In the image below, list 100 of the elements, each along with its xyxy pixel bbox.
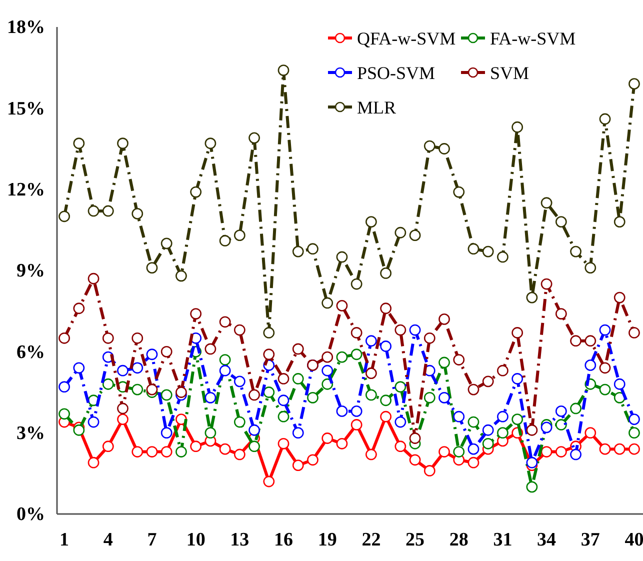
point xyxy=(394,440,406,452)
point xyxy=(365,216,377,228)
x-tick-label: 7 xyxy=(147,529,158,550)
point xyxy=(190,308,202,320)
point xyxy=(176,414,187,425)
point xyxy=(350,348,362,360)
x-tick-label: 4 xyxy=(103,529,114,550)
legend-label: FA-w-SVM xyxy=(490,28,576,48)
point xyxy=(263,327,275,338)
point xyxy=(190,440,202,452)
point xyxy=(234,448,246,460)
point xyxy=(438,356,450,368)
point xyxy=(482,438,494,450)
point xyxy=(292,427,304,439)
point xyxy=(394,324,406,336)
point xyxy=(540,422,552,434)
point xyxy=(146,446,158,458)
point xyxy=(58,210,70,222)
point xyxy=(468,443,480,455)
point xyxy=(438,446,450,458)
point xyxy=(424,392,436,404)
point xyxy=(350,419,362,430)
point xyxy=(584,360,596,371)
point xyxy=(117,402,128,414)
point xyxy=(350,327,362,338)
point xyxy=(73,362,85,374)
x-tick-label: 16 xyxy=(274,529,294,550)
point xyxy=(526,456,538,468)
point xyxy=(88,456,100,468)
point xyxy=(497,427,508,439)
point xyxy=(614,392,626,404)
point xyxy=(132,446,144,458)
point xyxy=(132,384,144,396)
point xyxy=(365,335,377,347)
x-tick-label: 13 xyxy=(230,529,250,550)
y-tick-label: 12% xyxy=(7,179,45,200)
x-tick-label: 1 xyxy=(60,529,70,550)
point xyxy=(365,368,377,379)
y-tick-label: 3% xyxy=(16,422,45,444)
point xyxy=(350,278,362,290)
point xyxy=(58,332,70,344)
point xyxy=(599,443,611,455)
point xyxy=(160,389,172,401)
point xyxy=(409,324,421,336)
point xyxy=(263,386,275,398)
point xyxy=(555,406,567,417)
point xyxy=(584,427,596,439)
point xyxy=(219,316,231,328)
point xyxy=(263,348,275,360)
point xyxy=(248,132,260,144)
point xyxy=(628,327,640,338)
point xyxy=(160,446,172,458)
point xyxy=(146,384,158,396)
point xyxy=(570,402,582,414)
point xyxy=(73,424,85,436)
point xyxy=(234,416,246,428)
legend-label: PSO-SVM xyxy=(357,62,436,83)
x-tick-label: 19 xyxy=(318,529,337,550)
point xyxy=(132,362,144,374)
point xyxy=(584,262,596,274)
x-tick-label: 37 xyxy=(580,529,600,550)
point xyxy=(117,364,128,376)
point xyxy=(599,324,611,336)
point xyxy=(160,346,172,358)
point xyxy=(468,243,480,255)
point xyxy=(292,373,304,384)
point xyxy=(248,424,260,436)
y-tick-label: 9% xyxy=(16,260,45,282)
point xyxy=(394,226,406,238)
point xyxy=(278,410,290,422)
point xyxy=(132,332,144,344)
point xyxy=(540,278,552,290)
x-tick-label: 25 xyxy=(406,529,425,550)
point xyxy=(160,427,172,439)
point xyxy=(204,427,216,439)
point xyxy=(599,113,611,125)
point xyxy=(409,454,421,466)
point xyxy=(482,246,494,258)
point xyxy=(292,460,304,471)
point xyxy=(336,406,348,417)
point xyxy=(438,392,450,404)
point xyxy=(555,308,567,320)
point xyxy=(336,300,348,312)
point xyxy=(526,481,538,493)
point xyxy=(468,384,480,396)
point xyxy=(234,230,246,242)
point xyxy=(394,381,406,393)
point xyxy=(204,392,216,404)
point xyxy=(468,456,480,468)
point xyxy=(512,327,524,338)
point xyxy=(409,230,421,242)
point xyxy=(424,465,436,476)
point xyxy=(570,448,582,460)
point xyxy=(555,419,567,430)
point xyxy=(497,410,508,422)
point xyxy=(102,205,114,217)
y-tick-label: 0% xyxy=(16,504,45,526)
point xyxy=(336,351,348,363)
point xyxy=(512,121,524,133)
point xyxy=(614,216,626,228)
